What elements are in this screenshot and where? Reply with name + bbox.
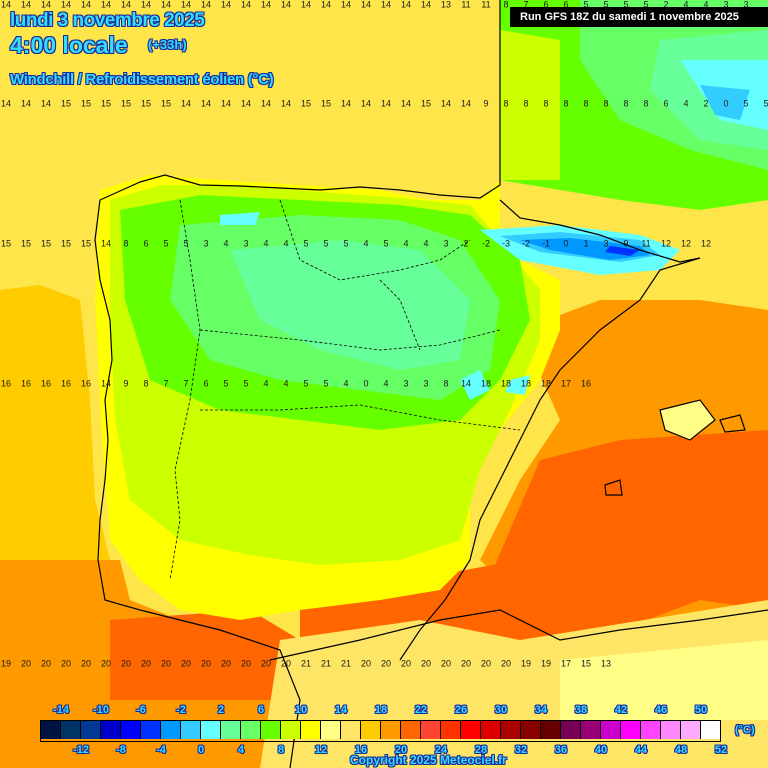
legend-swatch [421,721,441,739]
legend-label-top: 50 [694,704,708,716]
legend-swatch [301,721,321,739]
legend-label-top: -10 [93,704,109,716]
legend-swatch [81,721,101,739]
legend-swatch [221,721,241,739]
legend-swatch [341,721,361,739]
legend-label-top: 34 [534,704,548,716]
legend-swatch [401,721,421,739]
color-scale-legend [40,720,721,742]
legend-swatch [501,721,521,739]
legend-label-top: 2 [217,704,225,716]
legend-label-bottom: 20 [394,744,408,756]
lead-time: (+33h) [148,37,187,52]
legend-swatch [101,721,121,739]
legend-label-bottom: 52 [714,744,728,756]
legend-label-bottom: -8 [116,744,126,756]
legend-swatch [621,721,641,739]
legend-label-top: 18 [374,704,388,716]
legend-label-top: 10 [294,704,308,716]
copyright: Copyright 2025 Meteociel.fr [350,753,507,767]
legend-swatch [61,721,81,739]
legend-swatch [601,721,621,739]
legend-label-bottom: 24 [434,744,448,756]
legend-swatch [441,721,461,739]
legend-swatch [561,721,581,739]
forecast-time: 4:00 locale [10,32,128,58]
legend-swatch [261,721,281,739]
legend-swatch [321,721,341,739]
legend-swatch [181,721,201,739]
legend-label-bottom: 36 [554,744,568,756]
legend-swatch [641,721,661,739]
legend-swatch [121,721,141,739]
legend-swatch [681,721,701,739]
legend-label-bottom: -4 [156,744,166,756]
legend-label-bottom: 12 [314,744,328,756]
legend-swatch [661,721,681,739]
legend-label-top: -2 [176,704,186,716]
legend-label-top: 38 [574,704,588,716]
legend-label-top: -6 [136,704,146,716]
legend-swatch [201,721,221,739]
legend-label-bottom: 32 [514,744,528,756]
legend-label-bottom: 44 [634,744,648,756]
legend-label-top: 6 [257,704,265,716]
legend-swatch [241,721,261,739]
legend-label-top: 14 [334,704,348,716]
legend-label-top: 22 [414,704,428,716]
legend-swatch [521,721,541,739]
legend-swatch [361,721,381,739]
legend-label-bottom: 16 [354,744,368,756]
legend-swatch [41,721,61,739]
legend-label-top: 30 [494,704,508,716]
legend-label-top: -14 [53,704,69,716]
legend-unit: (°C) [735,724,755,736]
legend-swatch [581,721,601,739]
run-info-banner: Run GFS 18Z du samedi 1 novembre 2025 [510,7,768,27]
legend-swatch [141,721,161,739]
forecast-date: lundi 3 novembre 2025 [10,10,205,31]
parameter-title: Windchill / Refroidissement éolien (°C) [10,71,274,88]
legend-label-bottom: 8 [277,744,285,756]
legend-label-top: 42 [614,704,628,716]
legend-swatch [461,721,481,739]
legend-label-bottom: 28 [474,744,488,756]
legend-label-bottom: 4 [237,744,245,756]
legend-label-bottom: 0 [197,744,205,756]
legend-swatch [281,721,301,739]
legend-label-top: 26 [454,704,468,716]
legend-swatch [541,721,561,739]
legend-swatch [381,721,401,739]
legend-label-bottom: 48 [674,744,688,756]
legend-label-bottom: 40 [594,744,608,756]
legend-label-top: 46 [654,704,668,716]
legend-label-bottom: -12 [73,744,89,756]
legend-swatch [161,721,181,739]
legend-swatch [481,721,501,739]
legend-swatch [701,721,720,739]
